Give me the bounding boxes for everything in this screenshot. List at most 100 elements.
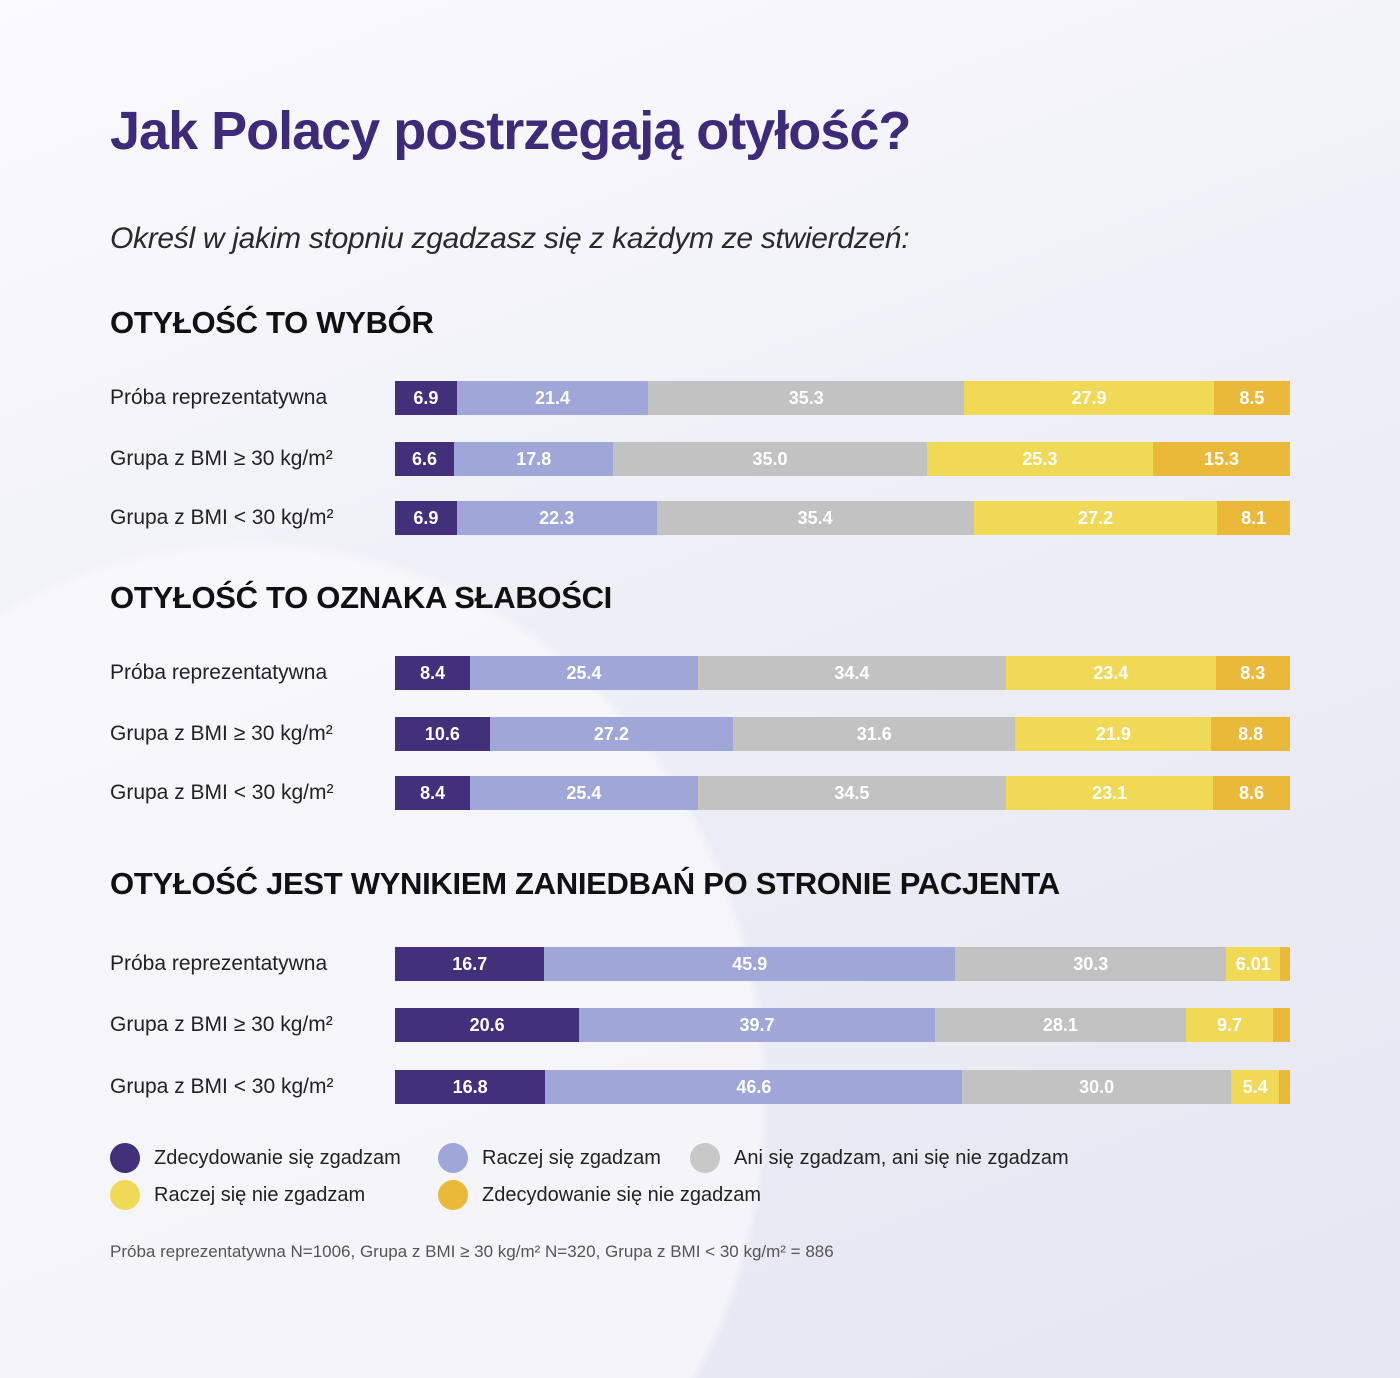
bar-segment: 8.5	[1213, 381, 1290, 415]
stacked-bar: 16.8 46.6 30.0 5.4	[395, 1070, 1290, 1104]
bar-segment	[1272, 1008, 1290, 1042]
data-label: 6.6	[412, 448, 438, 469]
legend-label: Ani się zgadzam, ani się nie zgadzam	[734, 1146, 1069, 1169]
data-label: 30.0	[1079, 1076, 1115, 1097]
bar-segment: 6.01	[1226, 947, 1281, 981]
data-label: 9.7	[1217, 1014, 1243, 1035]
bar-segment: 6.9	[395, 381, 457, 415]
data-label: 27.2	[1078, 507, 1114, 528]
data-label: 25.4	[566, 662, 602, 683]
bar-segment: 39.7	[579, 1008, 935, 1042]
data-label: 25.3	[1022, 448, 1058, 469]
bar-segment: 8.4	[395, 656, 471, 690]
data-label: 8.3	[1240, 662, 1266, 683]
bar-segment: 21.9	[1015, 717, 1212, 751]
bar-segment: 35.4	[656, 501, 974, 535]
row-label: Próba reprezentatywna	[110, 661, 328, 684]
bar-segment: 45.9	[544, 947, 956, 981]
legend-label: Zdecydowanie się nie zgadzam	[482, 1183, 762, 1206]
bar-segment: 35.3	[648, 381, 965, 415]
bar-segment: 8.3	[1215, 656, 1290, 690]
legend-swatch	[438, 1143, 468, 1173]
data-label: 8.5	[1239, 387, 1265, 408]
bar-segment: 21.4	[456, 381, 649, 415]
stacked-bar: 8.4 25.4 34.4 23.4 8.3	[395, 656, 1290, 690]
data-label: 46.6	[736, 1076, 772, 1097]
legend-item-neutral: Ani się zgadzam, ani się nie zgadzam	[690, 1143, 1069, 1173]
bar-segment: 6.6	[395, 442, 455, 476]
legend-swatch	[110, 1180, 140, 1210]
bar-segment: 25.4	[470, 776, 698, 810]
data-label: 5.4	[1242, 1076, 1268, 1097]
bar-segment: 8.1	[1217, 501, 1290, 535]
data-label: 45.9	[732, 953, 768, 974]
data-label: 31.6	[856, 723, 892, 744]
bar-segment: 31.6	[732, 717, 1016, 751]
row-label: Grupa z BMI < 30 kg/m²	[110, 781, 334, 804]
bar-segment: 34.4	[697, 656, 1006, 690]
section-title: OTYŁOŚĆ TO OZNAKA SŁABOŚCI	[110, 580, 612, 615]
bar-segment: 25.3	[926, 442, 1154, 476]
data-label: 16.7	[452, 953, 488, 974]
data-label: 23.1	[1092, 782, 1128, 803]
bar-segment: 8.4	[395, 776, 471, 810]
bar-segment: 30.3	[955, 947, 1227, 981]
data-label: 22.3	[539, 507, 575, 528]
legend-swatch	[690, 1143, 720, 1173]
data-label: 6.01	[1235, 953, 1271, 974]
bar-segment: 17.8	[454, 442, 614, 476]
legend-item-strongly-disagree: Zdecydowanie się nie zgadzam	[438, 1180, 761, 1210]
row-label: Grupa z BMI < 30 kg/m²	[110, 506, 334, 529]
stacked-bar: 20.6 39.7 28.1 9.7	[395, 1008, 1290, 1042]
data-label: 21.9	[1095, 723, 1131, 744]
bar-segment: 16.7	[395, 947, 545, 981]
footnote: Próba reprezentatywna N=1006, Grupa z BM…	[110, 1242, 834, 1261]
bar-segment: 15.3	[1153, 442, 1290, 476]
data-label: 15.3	[1203, 448, 1240, 469]
row-label: Próba reprezentatywna	[110, 952, 328, 975]
bar-segment: 6.9	[395, 501, 457, 535]
stacked-bar: 10.6 27.2 31.6 21.9 8.8	[395, 717, 1290, 751]
legend-swatch	[110, 1143, 140, 1173]
bar-segment: 25.4	[470, 656, 698, 690]
data-label: 35.0	[752, 448, 788, 469]
stacked-bar: 6.6 17.8 35.0 25.3 15.3	[395, 442, 1290, 476]
stacked-bar: 6.9 22.3 35.4 27.2 8.1	[395, 501, 1290, 535]
bar-segment: 5.4	[1230, 1070, 1280, 1104]
legend-label: Raczej się nie zgadzam	[154, 1183, 366, 1206]
stacked-bar: 6.9 21.4 35.3 27.9 8.5	[395, 381, 1290, 415]
data-label: 10.6	[424, 723, 460, 744]
legend-label: Raczej się zgadzam	[482, 1146, 661, 1169]
bar-segment: 27.2	[973, 501, 1218, 535]
bar-segment: 34.5	[697, 776, 1007, 810]
legend-swatch	[438, 1180, 468, 1210]
bar-segment: 8.6	[1213, 776, 1290, 810]
bar-segment: 46.6	[545, 1070, 963, 1104]
data-label: 6.9	[413, 387, 439, 408]
row-label: Grupa z BMI ≥ 30 kg/m²	[110, 1013, 333, 1036]
stacked-bar: 8.4 25.4 34.5 23.1 8.6	[395, 776, 1290, 810]
bar-segment: 27.9	[964, 381, 1214, 415]
bar-segment: 10.6	[395, 717, 490, 751]
subtitle: Określ w jakim stopniu zgadzasz się z ka…	[110, 222, 910, 255]
bar-segment: 20.6	[395, 1008, 580, 1042]
data-label: 34.5	[834, 782, 870, 803]
section-title: OTYŁOŚĆ JEST WYNIKIEM ZANIEDBAŃ PO STRON…	[110, 866, 1060, 901]
data-label: 35.4	[797, 507, 833, 528]
data-label: 25.4	[566, 782, 602, 803]
data-label: 8.4	[420, 782, 446, 803]
bar-segment: 23.1	[1006, 776, 1213, 810]
data-label: 23.4	[1093, 662, 1129, 683]
section-title: OTYŁOŚĆ TO WYBÓR	[110, 305, 434, 340]
data-label: 16.8	[452, 1076, 488, 1097]
data-label: 34.4	[834, 662, 870, 683]
data-label: 27.9	[1071, 387, 1107, 408]
data-label: 8.6	[1238, 782, 1264, 803]
row-label: Grupa z BMI ≥ 30 kg/m²	[110, 447, 333, 470]
data-label: 30.3	[1073, 953, 1109, 974]
bar-segment: 8.8	[1211, 717, 1290, 751]
row-label: Próba reprezentatywna	[110, 386, 328, 409]
data-label: 28.1	[1042, 1014, 1078, 1035]
data-label: 8.8	[1238, 723, 1264, 744]
data-label: 8.1	[1241, 507, 1267, 528]
